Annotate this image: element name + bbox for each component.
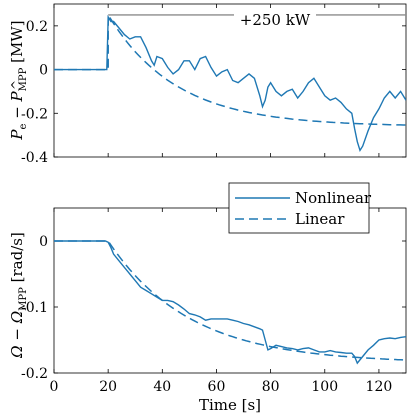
y-tick-label: 0.2 xyxy=(26,19,48,35)
x-tick-label: 100 xyxy=(311,379,338,395)
legend-label-linear: Linear xyxy=(295,210,345,228)
legend-label-nonlinear: Nonlinear xyxy=(295,189,372,207)
bottom-axis-ticks xyxy=(53,208,406,374)
top-chart: 0.2 0 -0.2 -0.4 +250 kW Pe − PMPP [MW] ^ xyxy=(8,3,407,166)
x-tick-label: 40 xyxy=(153,379,171,395)
top-series-linear xyxy=(54,12,406,126)
y-tick-label: 0 xyxy=(39,63,48,79)
x-tick-label: 120 xyxy=(366,379,393,395)
annotation-bg xyxy=(234,10,316,29)
top-axis-ticks xyxy=(53,4,406,158)
top-y-tick-labels: 0.2 0 -0.2 -0.4 xyxy=(21,19,48,166)
x-tick-label: 20 xyxy=(99,379,117,395)
y-tick-label: -0.2 xyxy=(21,366,48,382)
y-tick-label: -0.4 xyxy=(21,150,48,166)
x-tick-label: 0 xyxy=(50,379,59,395)
bottom-chart: 0 -0.1 -0.2 0 20 40 60 80 100 120 Ω − ΩMPP [rad/… xyxy=(8,182,407,414)
top-y-axis-label: Pe − PMPP [MW] xyxy=(8,20,29,140)
bottom-series-nonlinear xyxy=(54,240,406,365)
y-tick-label: -0.2 xyxy=(21,106,48,122)
top-y-axis-label-hat: ^ xyxy=(9,80,23,90)
x-axis-label: Time [s] xyxy=(199,396,261,414)
bottom-plot-area xyxy=(53,207,407,374)
top-plot-area xyxy=(53,3,407,158)
x-tick-labels: 0 20 40 60 80 100 120 xyxy=(50,379,393,395)
top-series-nonlinear xyxy=(54,14,406,153)
bottom-series-linear xyxy=(54,240,406,361)
y-tick-label: -0.1 xyxy=(21,300,48,316)
legend: Nonlinear Linear xyxy=(228,182,372,234)
bottom-y-tick-labels: 0 -0.1 -0.2 xyxy=(21,234,48,382)
bottom-y-axis-label: Ω − ΩMPP [rad/s] xyxy=(8,232,29,359)
x-tick-label: 80 xyxy=(262,379,280,395)
legend-box xyxy=(228,182,370,234)
annotation-label: +250 kW xyxy=(240,11,311,29)
y-tick-label: 0 xyxy=(39,234,48,250)
x-tick-label: 60 xyxy=(208,379,226,395)
